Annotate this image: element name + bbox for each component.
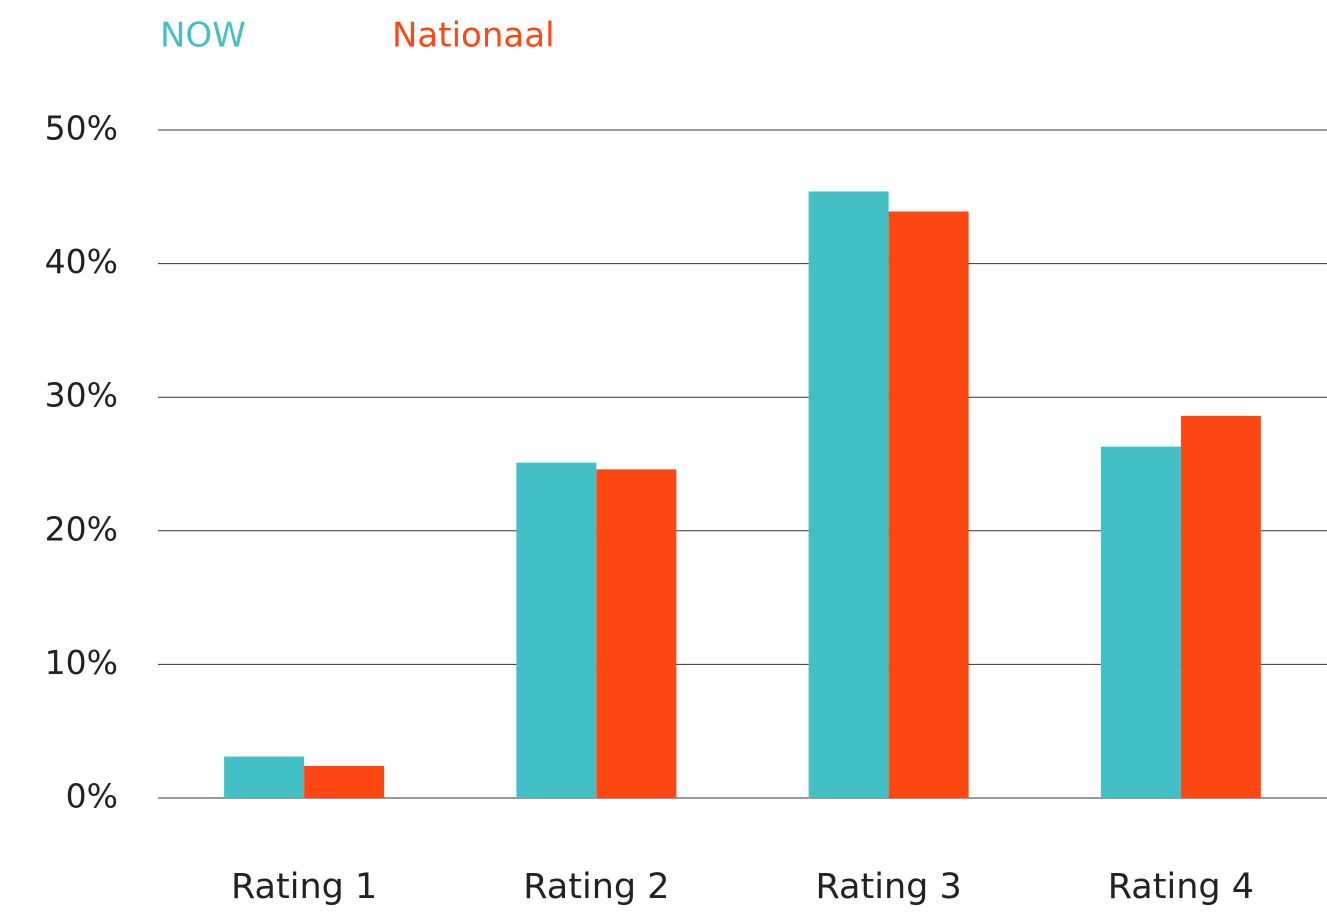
bar <box>888 211 969 799</box>
y-tick-label: 40% <box>45 242 118 281</box>
y-tick-label: 50% <box>45 109 118 148</box>
y-tick-label: 0% <box>66 777 118 816</box>
bar <box>596 469 677 798</box>
legend-label: Nationaal <box>392 16 555 56</box>
x-tick-label: Rating 1 <box>231 867 377 907</box>
x-tick-label: Rating 3 <box>816 867 962 907</box>
bar <box>1100 446 1181 798</box>
bar <box>808 191 889 798</box>
bar <box>516 462 597 798</box>
x-tick-label: Rating 2 <box>523 867 669 907</box>
bar <box>224 756 305 798</box>
legend-label: NOW <box>160 16 246 56</box>
bar <box>1180 415 1261 798</box>
y-tick-label: 20% <box>45 509 118 548</box>
y-tick-label: 10% <box>45 643 118 682</box>
y-tick-label: 30% <box>45 376 118 415</box>
bar <box>304 765 385 798</box>
x-tick-label: Rating 4 <box>1108 867 1254 907</box>
